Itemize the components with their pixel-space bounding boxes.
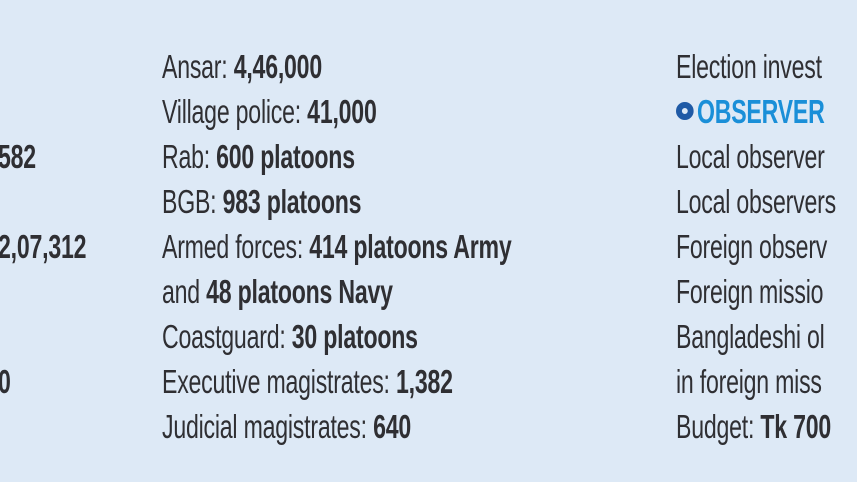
stat-label: Executive magistrates:	[162, 363, 396, 400]
stat-label: Coastguard:	[162, 318, 292, 355]
stat-line: Ansar: 4,46,000	[162, 47, 322, 87]
observer-heading: OBSERVER	[676, 92, 825, 132]
stat-line: and 48 platoons Navy	[162, 272, 393, 312]
circle-bullet-icon	[676, 102, 694, 121]
stat-label: Ansar:	[162, 48, 234, 85]
info-line: Bangladeshi ol	[676, 318, 825, 355]
stat-line: Judicial magistrates: 640	[162, 407, 411, 447]
budget-value: Tk 700	[760, 408, 832, 445]
stat-value: 30 platoons	[291, 318, 418, 355]
budget-line: Budget: Tk 700	[676, 407, 831, 447]
left-value: 0	[0, 362, 11, 402]
info-line: in foreign miss	[676, 363, 822, 400]
stat-line: BGB: 983 platoons	[162, 182, 361, 222]
info-line: Local observers	[676, 183, 836, 220]
stat-line: Executive magistrates: 1,382	[162, 362, 453, 402]
stat-line: Armed forces: 414 platoons Army	[162, 227, 512, 267]
stat-value: 983 platoons	[222, 183, 362, 220]
budget-label: Budget:	[676, 408, 761, 445]
left-value: 582	[0, 138, 36, 175]
stat-value: 600 platoons	[216, 138, 355, 175]
stat-value: 640	[373, 408, 411, 445]
info-line: Election invest	[676, 48, 822, 85]
stat-label: Village police:	[162, 93, 308, 130]
stat-value: 414 platoons Army	[309, 228, 512, 265]
stat-label: BGB:	[162, 183, 223, 220]
observer-heading-text: OBSERVER	[697, 93, 825, 130]
stat-label: and	[162, 273, 207, 310]
info-line: Foreign observ	[676, 228, 828, 265]
stat-line: Coastguard: 30 platoons	[162, 317, 418, 357]
stat-value: 41,000	[307, 93, 377, 130]
left-value: 2,07,312	[0, 228, 87, 265]
stat-label: Rab:	[162, 138, 217, 175]
stat-value: 1,382	[395, 363, 453, 400]
stat-line: Rab: 600 platoons	[162, 137, 355, 177]
stat-value: 4,46,000	[233, 48, 322, 85]
stat-value: 48 platoons Navy	[206, 273, 393, 310]
info-line: Foreign missio	[676, 273, 824, 310]
stat-line: Village police: 41,000	[162, 92, 377, 132]
stat-label: Judicial magistrates:	[162, 408, 374, 445]
info-line: Local observer	[676, 138, 825, 175]
stat-label: Armed forces:	[162, 228, 310, 265]
